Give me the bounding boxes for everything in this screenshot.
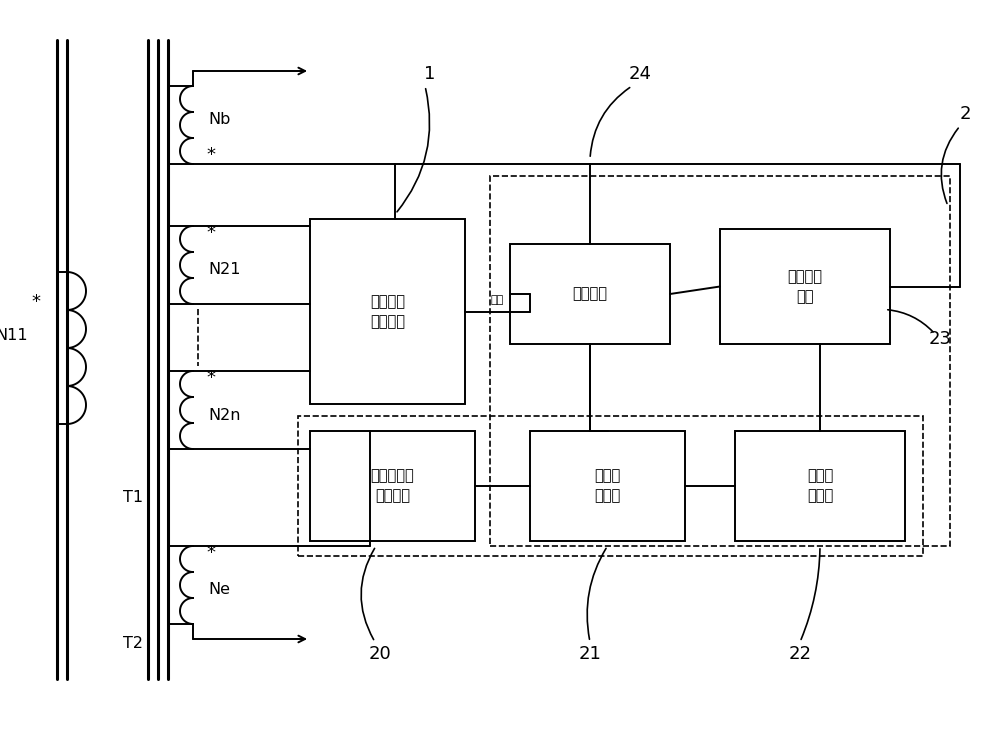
Text: 误差合
成单元: 误差合 成单元 [594,468,621,504]
Bar [298,416,923,556]
Text: 22: 22 [788,645,812,663]
Bar [720,229,890,344]
Bar [310,431,475,541]
Text: 增益调
整单元: 增益调 整单元 [807,468,833,504]
Bar [530,431,685,541]
Text: *: * [206,369,215,387]
Text: N21: N21 [208,263,240,277]
Text: 零磁通误差
检测单元: 零磁通误差 检测单元 [371,468,414,504]
Text: *: * [206,146,215,164]
Text: *: * [206,224,215,242]
Text: *: * [206,544,215,562]
Bar [490,176,950,546]
Text: 21: 21 [579,645,601,663]
Text: 2: 2 [959,105,971,123]
Bar [510,244,670,344]
Text: N11: N11 [0,329,28,344]
Text: 24: 24 [629,65,652,83]
Bar [735,431,905,541]
Text: N2n: N2n [208,407,240,423]
Text: 23: 23 [928,330,952,348]
Bar [310,219,465,404]
Text: T2: T2 [123,636,143,652]
Text: 输出: 输出 [491,296,504,305]
Text: 1: 1 [424,65,436,83]
Text: Nb: Nb [208,112,230,128]
Text: T1: T1 [123,490,143,505]
Text: *: * [32,293,40,311]
Text: Ne: Ne [208,583,230,597]
Text: 反馈单元: 反馈单元 [572,286,608,302]
Text: 功率放大
单元: 功率放大 单元 [788,269,822,304]
Text: 20: 20 [369,645,391,663]
Text: 输出量程
切换单元: 输出量程 切换单元 [370,294,405,329]
